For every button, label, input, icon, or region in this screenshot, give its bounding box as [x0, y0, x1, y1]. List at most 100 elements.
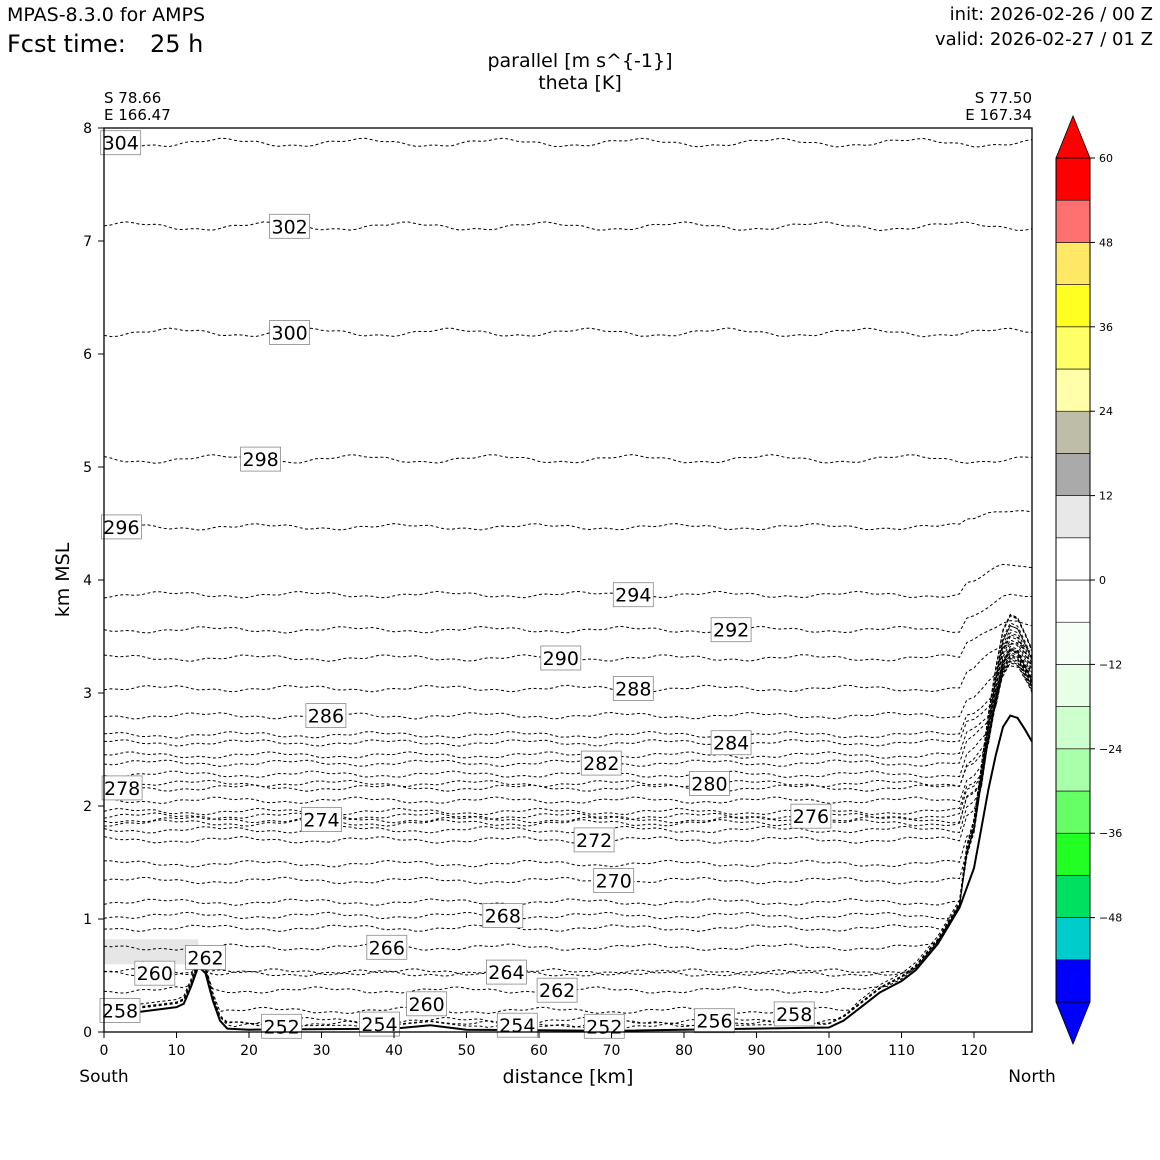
colorbar-segment — [1055, 284, 1091, 328]
colorbar-segment — [1055, 537, 1091, 581]
isentrope-label-262: 262 — [536, 977, 578, 1003]
isentrope-label-box — [185, 945, 226, 970]
isentrope-label-box — [261, 1013, 303, 1039]
isentrope-279 — [103, 651, 1033, 805]
colorbar-segment — [1055, 453, 1091, 496]
isentrope-label-box — [536, 977, 578, 1003]
colorbar-segment — [1055, 959, 1091, 1003]
colorbar-max-arrow — [1055, 114, 1091, 159]
isentrope-label-260: 260 — [406, 991, 448, 1017]
isentrope-label-280: 280 — [689, 771, 730, 796]
x-tick-label: 120 — [961, 1043, 988, 1059]
isentrope-label-text: 264 — [488, 962, 524, 984]
isentrope-label-box — [406, 991, 448, 1017]
isentrope-label-text: 258 — [102, 1001, 138, 1023]
isentrope-label-box — [496, 1012, 538, 1038]
isentrope-label-text: 260 — [408, 994, 444, 1016]
isentrope-label-text: 262 — [539, 980, 575, 1002]
isentrope-label-text: 254 — [499, 1015, 535, 1037]
isentrope-label-box — [101, 775, 143, 801]
colorbar-tick-label: 12 — [1099, 490, 1113, 503]
isentrope-label-text: 252 — [263, 1016, 299, 1038]
isentrope-label-278: 278 — [101, 775, 143, 801]
isentrope-label-text: 254 — [361, 1014, 397, 1036]
isentrope-label-box — [240, 446, 282, 472]
isentrope-label-284: 284 — [710, 730, 752, 756]
isentrope-label-294: 294 — [612, 582, 654, 608]
colorbar-segment — [1055, 621, 1091, 665]
isentrope-296 — [103, 510, 1033, 531]
isentrope-label-box — [269, 213, 311, 239]
colorbar-tick-label: −24 — [1099, 743, 1122, 756]
isentrope-label-box — [790, 803, 832, 829]
y-axis-ticks: 0 1 2 3 4 5 6 7 8 — [83, 121, 104, 1041]
y-tick-label: 3 — [83, 686, 92, 702]
isentrope-268 — [103, 633, 1033, 920]
colorbar-segment — [1055, 917, 1091, 961]
colorbar-segment — [1055, 664, 1091, 707]
isentrope-label-box — [269, 320, 311, 345]
colorbar-tick-label: 48 — [1099, 236, 1113, 249]
model-title: MPAS-8.3.0 for AMPS — [7, 4, 206, 26]
isentrope-lines — [103, 137, 1033, 1029]
fcst-label: Fcst time: — [7, 30, 126, 58]
colorbar-segment — [1055, 410, 1091, 454]
isentrope-label-text: 300 — [271, 323, 307, 345]
x-tick-label: 80 — [675, 1043, 693, 1059]
colorbar: −48 −36 −24 −12 0 12 24 36 48 60 — [1055, 114, 1122, 1046]
isentrope-label-260: 260 — [134, 960, 176, 986]
isentrope-label-box — [773, 1001, 815, 1027]
x-axis-label: distance [km] — [503, 1066, 634, 1088]
x-tick-label: 0 — [100, 1043, 109, 1059]
isentrope-label-274: 274 — [301, 807, 342, 832]
isentrope-300 — [103, 327, 1033, 338]
isentrope-270 — [103, 639, 1033, 885]
isentrope-272 — [103, 645, 1033, 844]
colorbar-tick-label: 60 — [1099, 152, 1113, 165]
isentrope-label-box — [101, 514, 142, 540]
isentrope-label-box — [305, 703, 347, 728]
isentrope-label-text: 302 — [271, 216, 307, 238]
colorbar-segment — [1055, 579, 1091, 623]
isentrope-label-text: 290 — [543, 648, 579, 670]
isentrope-label-box — [301, 807, 342, 832]
isentrope-label-box — [612, 582, 654, 608]
isentrope-label-text: 294 — [615, 585, 651, 607]
isentrope-label-box — [710, 617, 752, 643]
isentrope-label-text: 262 — [187, 947, 223, 969]
isentrope-282 — [103, 657, 1033, 767]
colorbar-segment — [1055, 706, 1091, 750]
x-axis-ticks: 0 10 20 30 40 50 60 70 80 90 100 110 120 — [100, 1032, 988, 1059]
valid-time: valid: 2026-02-27 / 01 Z — [935, 29, 1153, 50]
isentrope-258 — [103, 613, 1033, 1015]
x-tick-label: 30 — [313, 1043, 331, 1059]
fcst-value: 25 h — [150, 30, 204, 58]
isentrope-label-text: 274 — [303, 810, 339, 832]
north-label: North — [1008, 1067, 1056, 1087]
colorbar-segment — [1055, 832, 1091, 876]
isentrope-label-252: 252 — [583, 1013, 625, 1039]
isentrope-292 — [103, 593, 1032, 634]
isentrope-294 — [103, 563, 1033, 599]
isentrope-label-304: 304 — [100, 130, 142, 156]
isentrope-label-box — [580, 750, 622, 776]
isentrope-label-box — [485, 959, 527, 985]
isentrope-271 — [104, 642, 1033, 868]
isentrope-label-text: 292 — [713, 620, 749, 642]
isentrope-266 — [103, 629, 1033, 952]
isentrope-284.5 — [103, 662, 1033, 739]
isentrope-267 — [103, 632, 1033, 932]
x-tick-label: 50 — [458, 1043, 476, 1059]
colorbar-tick-label: 36 — [1099, 321, 1113, 334]
isentrope-label-box — [583, 1013, 625, 1039]
isentrope-302 — [103, 221, 1033, 232]
isentrope-label-box — [100, 130, 142, 156]
isentrope-label-box — [593, 868, 635, 893]
y-tick-label: 4 — [83, 573, 92, 589]
colorbar-segment — [1055, 242, 1091, 285]
colorbar-segment — [1055, 326, 1091, 370]
left-end-lon: E 166.47 — [104, 106, 171, 124]
isentrope-label-282: 282 — [580, 750, 622, 776]
wind-shading — [104, 939, 199, 965]
isentrope-label-text: 258 — [776, 1004, 812, 1026]
